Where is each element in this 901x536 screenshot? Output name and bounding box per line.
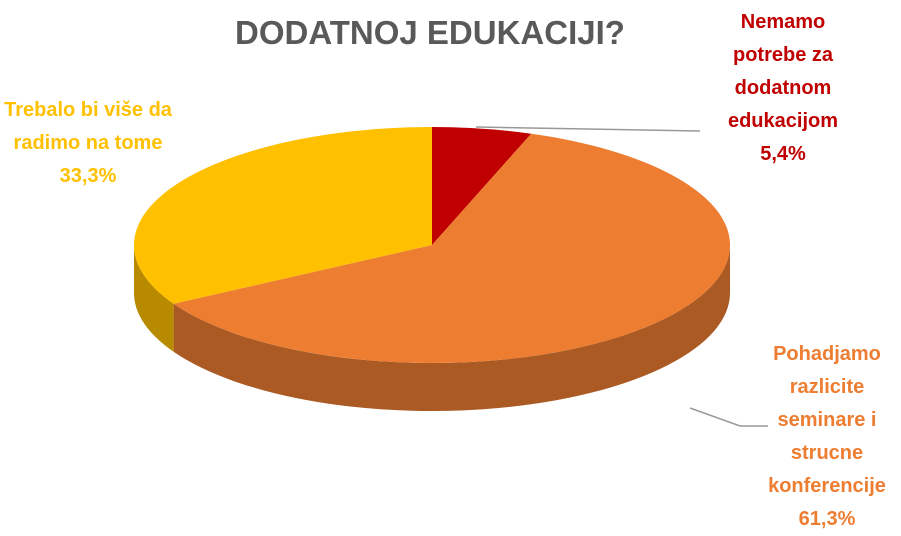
leader-line xyxy=(475,126,701,132)
category-label: Nemamo potrebe za dodatnom edukacijom xyxy=(727,11,839,132)
value-label: 5,4% xyxy=(760,143,806,165)
slice-label: Pohadjamo razlicite seminare i strucne k… xyxy=(756,338,898,536)
value-label: 61,3% xyxy=(798,508,856,530)
pie-slice xyxy=(173,133,731,363)
slice-label: Nemamo potrebe za dodatnom edukacijom 5,4… xyxy=(708,6,858,171)
value-label: 33,3% xyxy=(59,165,117,187)
leader-line xyxy=(689,407,768,427)
pie-slice xyxy=(133,126,432,304)
slice-side xyxy=(134,245,174,352)
pie-slice xyxy=(432,127,532,245)
chart-title: DODATNOJ EDUKACIJI? xyxy=(235,14,625,51)
slice-side xyxy=(173,245,731,411)
slice-label: Trebalo bi više da radimo na tome 33,3% xyxy=(2,94,174,193)
category-label: Trebalo bi više da radimo na tome xyxy=(4,99,172,154)
category-label: Pohadjamo razlicite seminare i strucne k… xyxy=(768,343,886,497)
